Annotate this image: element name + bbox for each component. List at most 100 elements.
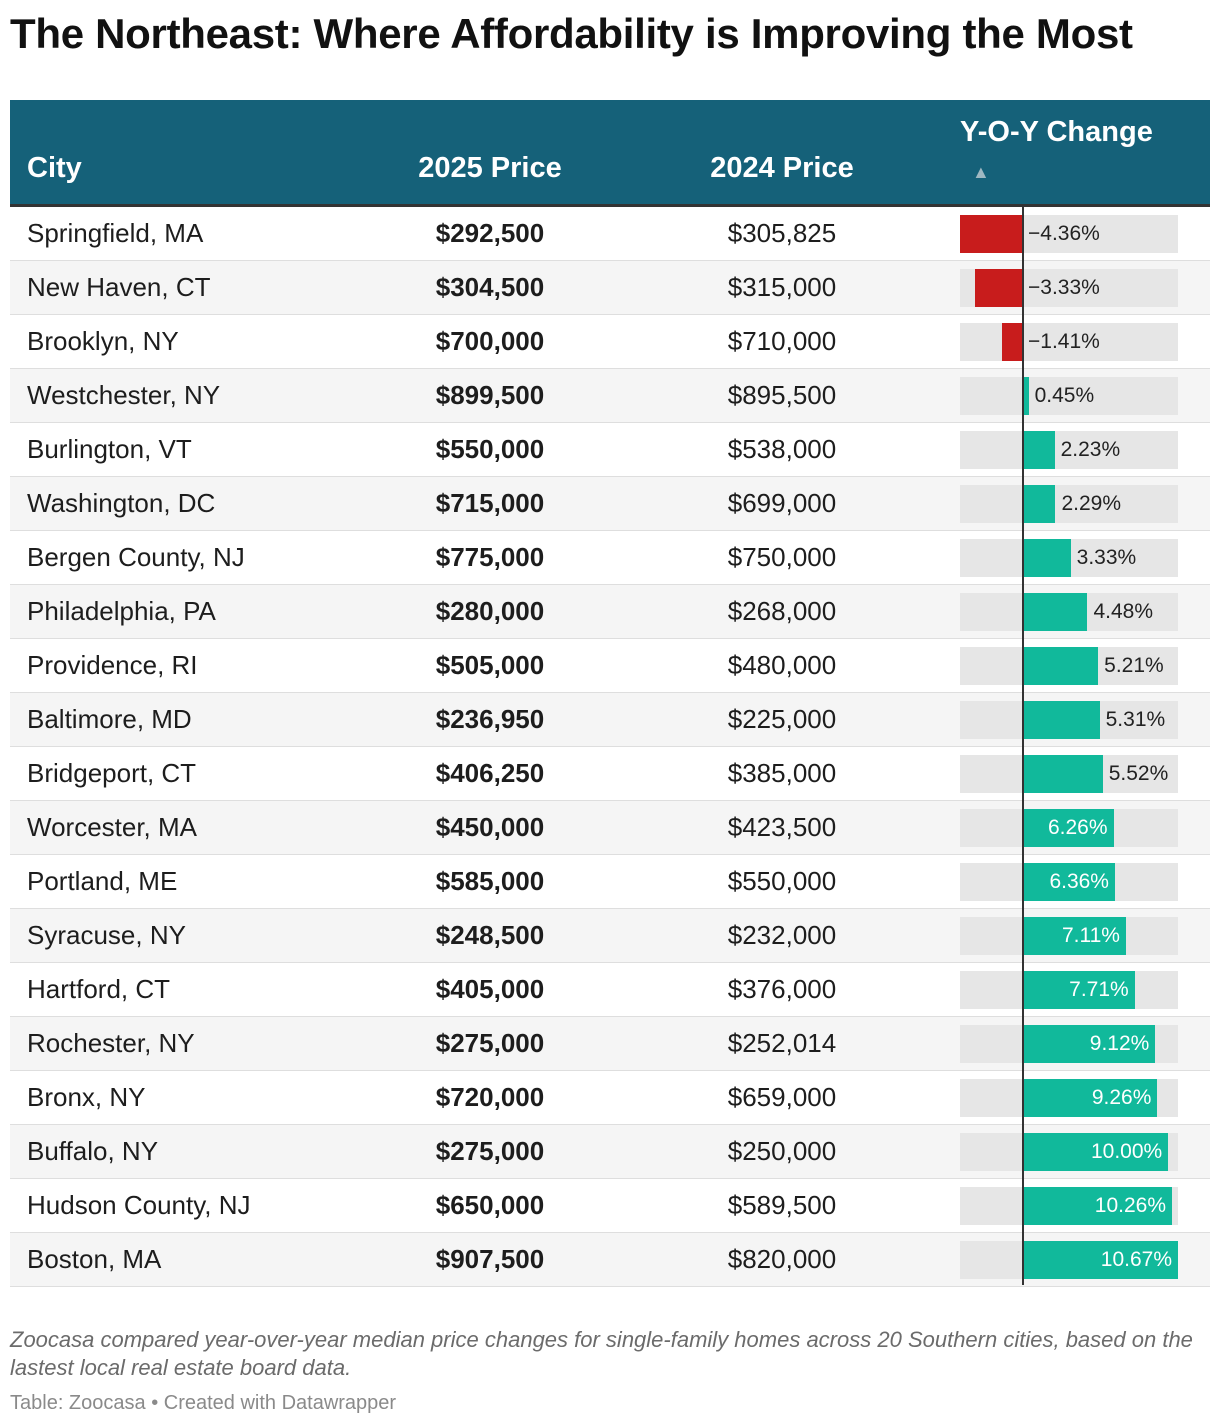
city-cell: Portland, ME <box>27 866 178 896</box>
city-cell: Brooklyn, NY <box>27 326 179 356</box>
change-bar <box>1022 431 1055 469</box>
chart-source: Table: Zoocasa • Created with Datawrappe… <box>10 1392 397 1414</box>
city-cell: Bergen County, NJ <box>27 542 245 572</box>
city-cell: Bronx, NY <box>27 1082 146 1112</box>
change-bar-track: 7.11% <box>960 917 1178 955</box>
change-bar-label: 2.29% <box>1061 492 1122 515</box>
zero-axis-line <box>1022 207 1024 1285</box>
header-yoy-change[interactable]: Y-O-Y Change <box>960 116 1153 148</box>
change-bar-label: 10.26% <box>1094 1194 1166 1217</box>
price-2025-cell: $280,000 <box>435 596 545 626</box>
header-price-2024[interactable]: 2024 Price <box>710 152 854 184</box>
change-bar <box>974 269 1022 307</box>
table-row: New Haven, CT $304,500 $315,000 −3.33% <box>10 261 1210 315</box>
city-cell: Washington, DC <box>27 488 216 518</box>
change-bar-track: 2.29% <box>960 485 1178 523</box>
price-2025-cell: $775,000 <box>435 542 545 572</box>
price-2024-cell: $268,000 <box>727 596 837 626</box>
change-bar-track: −3.33% <box>960 269 1178 307</box>
change-bar <box>1022 377 1029 415</box>
table-row: Bronx, NY $720,000 $659,000 9.26% <box>10 1071 1210 1125</box>
change-bar <box>1022 1187 1172 1225</box>
price-2024-cell: $750,000 <box>727 542 837 572</box>
price-2024-cell: $895,500 <box>727 380 837 410</box>
change-bar-track: 5.31% <box>960 701 1178 739</box>
price-2024-cell: $423,500 <box>727 812 837 842</box>
price-2025-cell: $304,500 <box>435 272 545 302</box>
price-2025-cell: $899,500 <box>435 380 545 410</box>
change-bar-label: −1.41% <box>1028 330 1100 353</box>
table-row: Bergen County, NJ $775,000 $750,000 3.33% <box>10 531 1210 585</box>
price-table: City 2025 Price 2024 Price Y-O-Y Change … <box>10 100 1210 1287</box>
table-row: Boston, MA $907,500 $820,000 10.67% <box>10 1233 1210 1287</box>
price-2024-cell: $820,000 <box>727 1244 837 1274</box>
table-row: Rochester, NY $275,000 $252,014 9.12% <box>10 1017 1210 1071</box>
change-bar-track: 2.23% <box>960 431 1178 469</box>
city-cell: Providence, RI <box>27 650 198 680</box>
price-2025-cell: $406,250 <box>435 758 545 788</box>
table-row: Providence, RI $505,000 $480,000 5.21% <box>10 639 1210 693</box>
sort-ascending-icon[interactable]: ▲ <box>972 162 990 182</box>
change-bar-label: 6.36% <box>1049 870 1109 893</box>
change-bar-track: 6.36% <box>960 863 1178 901</box>
price-2025-cell: $715,000 <box>435 488 545 518</box>
change-bar-label: 10.67% <box>1100 1248 1172 1271</box>
change-bar-label: 7.11% <box>1061 924 1120 947</box>
city-cell: Westchester, NY <box>27 380 221 410</box>
change-bar <box>1022 485 1056 523</box>
change-bar <box>1022 755 1103 793</box>
change-bar-track: 5.21% <box>960 647 1178 685</box>
change-bar <box>1022 809 1114 847</box>
price-2024-cell: $659,000 <box>727 1082 837 1112</box>
change-bar-label: 3.33% <box>1076 546 1137 569</box>
change-bar-track: 9.12% <box>960 1025 1178 1063</box>
table-row: Brooklyn, NY $700,000 $710,000 −1.41% <box>10 315 1210 369</box>
price-2024-cell: $376,000 <box>727 974 837 1004</box>
table-header: City 2025 Price 2024 Price Y-O-Y Change … <box>10 100 1210 207</box>
price-2025-cell: $450,000 <box>435 812 545 842</box>
change-bar-track: −4.36% <box>960 215 1178 253</box>
change-bar-track: 6.26% <box>960 809 1178 847</box>
price-2024-cell: $589,500 <box>727 1190 837 1220</box>
city-cell: Springfield, MA <box>27 218 204 248</box>
table-row: Westchester, NY $899,500 $895,500 0.45% <box>10 369 1210 423</box>
change-bar <box>1001 323 1022 361</box>
table-row: Worcester, MA $450,000 $423,500 6.26% <box>10 801 1210 855</box>
change-bar-track: −1.41% <box>960 323 1178 361</box>
change-bar-label: 4.48% <box>1093 600 1154 623</box>
change-bar <box>1022 701 1100 739</box>
change-bar-track: 10.26% <box>960 1187 1178 1225</box>
header-price-2025[interactable]: 2025 Price <box>418 152 562 184</box>
change-bar <box>1022 593 1088 631</box>
change-bar-track: 10.00% <box>960 1133 1178 1171</box>
city-cell: Rochester, NY <box>27 1028 195 1058</box>
price-2025-cell: $700,000 <box>435 326 545 356</box>
change-bar <box>1022 971 1135 1009</box>
price-2025-cell: $585,000 <box>435 866 545 896</box>
change-bar-label: 5.52% <box>1108 762 1169 785</box>
chart-title: The Northeast: Where Affordability is Im… <box>10 10 1133 57</box>
price-2024-cell: $315,000 <box>727 272 837 302</box>
header-city[interactable]: City <box>27 152 82 184</box>
change-bar-track: 10.67% <box>960 1241 1178 1279</box>
price-2024-cell: $699,000 <box>727 488 837 518</box>
change-bar-label: 7.71% <box>1069 978 1129 1001</box>
change-bar <box>1022 1025 1156 1063</box>
change-bar-track: 4.48% <box>960 593 1178 631</box>
change-bar <box>1022 863 1115 901</box>
city-cell: Syracuse, NY <box>27 920 186 950</box>
change-bar-label: 10.00% <box>1090 1140 1163 1163</box>
change-bar-track: 7.71% <box>960 971 1178 1009</box>
change-bar <box>1022 539 1071 577</box>
table-body: Springfield, MA $292,500 $305,825 −4.36% New… <box>10 207 1210 1287</box>
change-bar <box>1022 917 1126 955</box>
change-bar-label: 2.23% <box>1060 438 1121 461</box>
table-row: Philadelphia, PA $280,000 $268,000 4.48% <box>10 585 1210 639</box>
price-2025-cell: $275,000 <box>435 1136 545 1166</box>
table-row: Bridgeport, CT $406,250 $385,000 5.52% <box>10 747 1210 801</box>
price-2024-cell: $710,000 <box>727 326 837 356</box>
change-bar-label: 0.45% <box>1034 384 1095 407</box>
price-2025-cell: $248,500 <box>435 920 545 950</box>
price-2025-cell: $275,000 <box>435 1028 545 1058</box>
city-cell: Boston, MA <box>27 1244 162 1274</box>
